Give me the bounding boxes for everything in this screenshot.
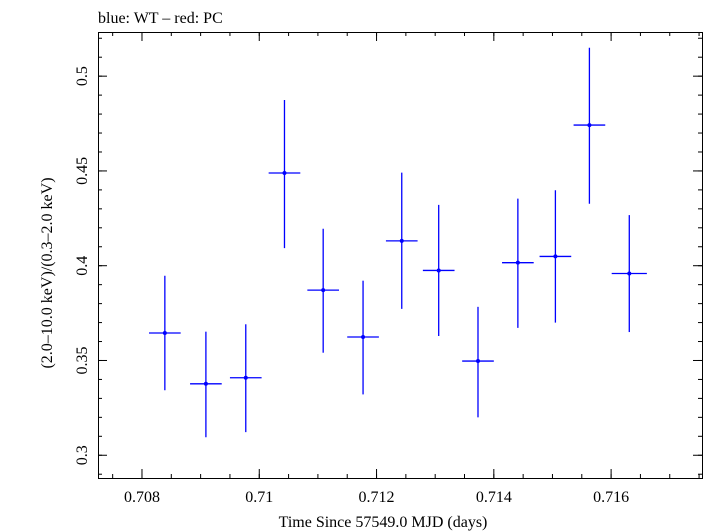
data-point <box>268 100 301 249</box>
y-tick-label: 0.45 <box>74 157 91 185</box>
x-tick-label: 0.714 <box>476 489 512 506</box>
y-tick-label: 0.5 <box>74 66 91 86</box>
point-marker <box>321 288 326 293</box>
data-point <box>229 324 262 433</box>
chart-title: blue: WT – red: PC <box>98 10 223 27</box>
y-tick-label: 0.4 <box>74 256 91 276</box>
plot-frame <box>98 32 703 479</box>
point-marker <box>475 359 480 364</box>
y-tick-label: 0.3 <box>74 445 91 465</box>
point-marker <box>203 381 208 386</box>
axis-ticks: 0.708 0.71 0.712 0.714 0.716 0.3 0.35 0.4 0.45 0.… <box>74 32 702 506</box>
point-marker <box>587 123 592 128</box>
point-marker <box>515 260 520 265</box>
point-marker <box>399 238 404 243</box>
point-marker <box>243 375 248 380</box>
data-point <box>573 47 606 204</box>
data-point <box>385 172 418 309</box>
data-point <box>502 198 534 328</box>
point-marker <box>436 268 441 273</box>
data-point <box>347 280 379 395</box>
point-marker <box>282 171 287 176</box>
data-point <box>307 228 340 353</box>
y-tick-label: 0.35 <box>74 346 91 374</box>
point-marker <box>553 254 558 259</box>
x-tick-label: 0.716 <box>593 489 629 506</box>
data-point <box>149 275 181 391</box>
point-marker <box>162 330 167 335</box>
x-tick-label: 0.71 <box>245 489 273 506</box>
data-point <box>462 306 494 418</box>
data-point <box>611 215 647 333</box>
data-point <box>190 331 222 438</box>
y-axis-label: (2.0–10.0 keV)/(0.3–2.0 keV) <box>39 177 56 368</box>
point-marker <box>361 334 366 339</box>
data-point <box>539 190 572 323</box>
x-axis-label: Time Since 57549.0 MJD (days) <box>279 514 488 531</box>
data-series <box>149 47 647 438</box>
point-marker <box>627 271 632 276</box>
data-point <box>422 204 455 337</box>
x-tick-label: 0.708 <box>124 489 160 506</box>
x-tick-label: 0.712 <box>359 489 395 506</box>
